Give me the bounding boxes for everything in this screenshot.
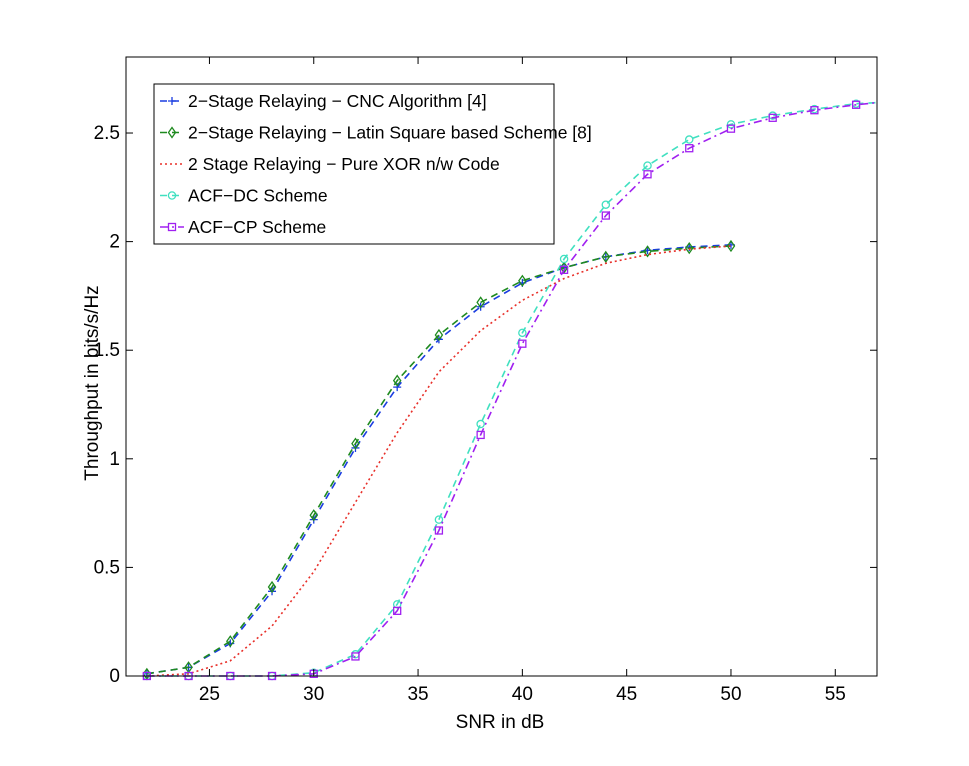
series-2-point-12 <box>601 250 611 263</box>
legend-label-4: ACF−DC Scheme <box>188 186 328 206</box>
series-2-point-14 <box>684 241 694 255</box>
series-5-point-12 <box>601 211 610 220</box>
x-tick-label-30: 30 <box>303 684 324 705</box>
series-5-point-10 <box>518 339 527 348</box>
x-tick-label-45: 45 <box>616 684 637 705</box>
x-tick-label-50: 50 <box>720 684 741 705</box>
y-tick-label-4: 2 <box>109 232 120 253</box>
series-2-point-10 <box>518 274 527 287</box>
axes-frame <box>125 56 878 677</box>
x-tick-label-40: 40 <box>512 684 533 705</box>
legend-swatch-marker-4 <box>167 191 177 200</box>
legend-box <box>153 83 555 245</box>
series-5-point-14 <box>685 144 694 153</box>
series-2-point-15 <box>726 239 736 253</box>
legend-swatch-marker-5 <box>167 222 177 232</box>
legend-entry-2: 2−Stage Relaying − Latin Square based Sc… <box>160 123 592 143</box>
series-4-point-11 <box>559 254 569 264</box>
series-4-point-10 <box>518 328 527 338</box>
x-axis-label: SNR in dB <box>456 712 545 733</box>
series-2-point-7 <box>392 374 402 387</box>
legend-label-3: 2 Stage Relaying − Pure XOR n/w Code <box>188 154 500 174</box>
series-5-point-6 <box>351 652 360 661</box>
series-5-point-11 <box>559 265 569 274</box>
legend-entry-4: ACF−DC Scheme <box>160 186 328 206</box>
legend-label-1: 2−Stage Relaying − CNC Algorithm [4] <box>188 91 487 111</box>
y-tick-label-1: 0.5 <box>94 557 120 578</box>
x-tick-label-25: 25 <box>199 684 220 705</box>
legend-label-5: ACF−CP Scheme <box>188 217 326 237</box>
series-5-point-9 <box>476 430 485 440</box>
series-5-point-16 <box>768 113 777 122</box>
legend-swatch-marker-1 <box>168 97 176 105</box>
y-tick-label-0: 0 <box>109 666 120 687</box>
series-4-point-9 <box>476 419 485 429</box>
series-5-line <box>146 101 878 677</box>
series-2-point-4 <box>267 580 277 594</box>
series-2-point-9 <box>476 296 485 309</box>
series-4-point-14 <box>685 135 694 144</box>
y-axis-label: Throughput in bits/s/Hz <box>82 285 103 480</box>
series-4-point-8 <box>434 515 444 524</box>
legend-entry-3: 2 Stage Relaying − Pure XOR n/w Code <box>160 154 500 174</box>
series-2-point-13 <box>643 245 652 258</box>
series-4-point-12 <box>601 200 611 209</box>
y-tick-label-2: 1 <box>109 449 120 470</box>
series-1-point-7 <box>393 383 402 392</box>
series-2-point-5 <box>309 509 319 522</box>
x-tick-label-35: 35 <box>407 684 428 705</box>
series-2-point-6 <box>351 437 360 450</box>
series-5-point-18 <box>851 100 861 109</box>
series-5-point-8 <box>434 526 444 535</box>
axes-layer: 25 30 35 40 45 50 55 0 0.5 1 1.5 2 2.5 <box>94 56 878 705</box>
legend-label-2: 2−Stage Relaying − Latin Square based Sc… <box>188 123 592 143</box>
legend: 2−Stage Relaying − CNC Algorithm [4] 2−St… <box>153 83 592 245</box>
y-tick-label-3: 1.5 <box>94 340 120 361</box>
series-5-point-13 <box>643 170 652 179</box>
series-2-point-3 <box>226 635 235 648</box>
series-2-point-8 <box>434 328 444 342</box>
legend-swatch-marker-2 <box>167 126 177 139</box>
series-5-point-7 <box>393 606 402 615</box>
legend-entry-1: 2−Stage Relaying − CNC Algorithm [4] <box>160 91 487 111</box>
legend-entry-5: ACF−CP Scheme <box>160 217 326 237</box>
x-tick-label-55: 55 <box>825 684 846 705</box>
series-4-point-13 <box>643 161 652 170</box>
series-5 <box>142 100 878 681</box>
y-tick-label-5: 2.5 <box>94 123 120 144</box>
series-5-point-17 <box>810 106 819 115</box>
series-5-point-15 <box>726 124 736 133</box>
series-2-line <box>146 245 732 675</box>
